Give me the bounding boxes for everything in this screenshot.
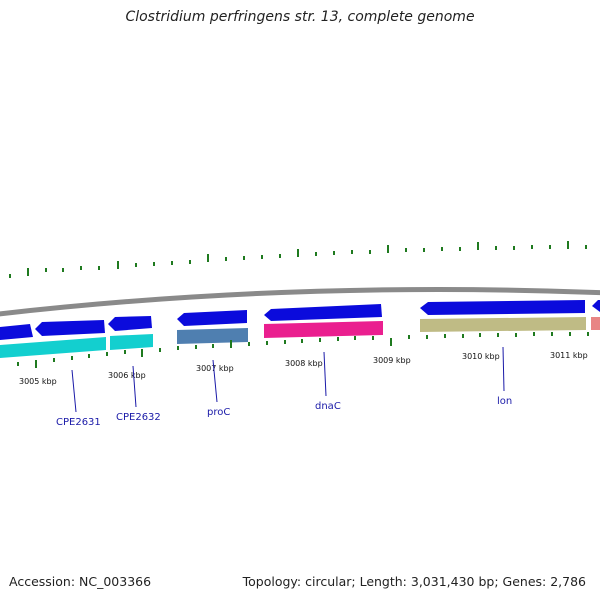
gene-label-proc[interactable]: proC xyxy=(207,407,230,418)
feature-bars xyxy=(0,317,600,358)
feature-steel xyxy=(177,328,248,344)
gene-arrows xyxy=(0,300,600,340)
scale-labels: 3005 kbp 3006 kbp 3007 kbp 3008 kbp 3009… xyxy=(19,351,588,386)
gene-labels: CPE2631 CPE2632 proC dnaC lon xyxy=(56,396,512,428)
genome-backbone xyxy=(0,286,600,317)
tick-label-3011: 3011 kbp xyxy=(550,351,588,360)
gene-arrow-1 xyxy=(0,324,33,340)
gene-label-lon[interactable]: lon xyxy=(497,396,512,407)
feature-cyan-1 xyxy=(0,337,106,358)
tick-label-3010: 3010 kbp xyxy=(462,352,500,361)
gene-label-dnac[interactable]: dnaC xyxy=(315,401,341,412)
tick-label-3005: 3005 kbp xyxy=(19,377,57,386)
feature-cyan-2 xyxy=(110,334,153,350)
gene-arrow-2 xyxy=(35,320,105,336)
feature-magenta xyxy=(264,321,383,338)
label-leaders xyxy=(71,346,505,413)
tick-label-3007: 3007 kbp xyxy=(196,364,234,373)
gene-arrow-6 xyxy=(420,300,585,315)
tick-label-3006: 3006 kbp xyxy=(108,371,146,380)
feature-salmon xyxy=(591,317,600,330)
gene-arrow-5 xyxy=(264,304,382,321)
tick-label-3009: 3009 kbp xyxy=(373,356,411,365)
gene-label-cpe2632[interactable]: CPE2632 xyxy=(116,412,161,423)
inner-ticks xyxy=(17,332,589,368)
gene-label-cpe2631[interactable]: CPE2631 xyxy=(56,417,101,428)
gene-arrow-4 xyxy=(177,310,247,326)
genome-summary: Topology: circular; Length: 3,031,430 bp… xyxy=(242,574,586,589)
accession-label: Accession: NC_003366 xyxy=(9,574,152,589)
gene-arrow-3 xyxy=(108,316,152,331)
outer-ticks xyxy=(9,241,587,278)
gene-arrow-7 xyxy=(592,300,600,312)
tick-label-3008: 3008 kbp xyxy=(285,359,323,368)
feature-olive xyxy=(420,317,586,332)
map-title: Clostridium perfringens str. 13, complet… xyxy=(125,9,475,25)
